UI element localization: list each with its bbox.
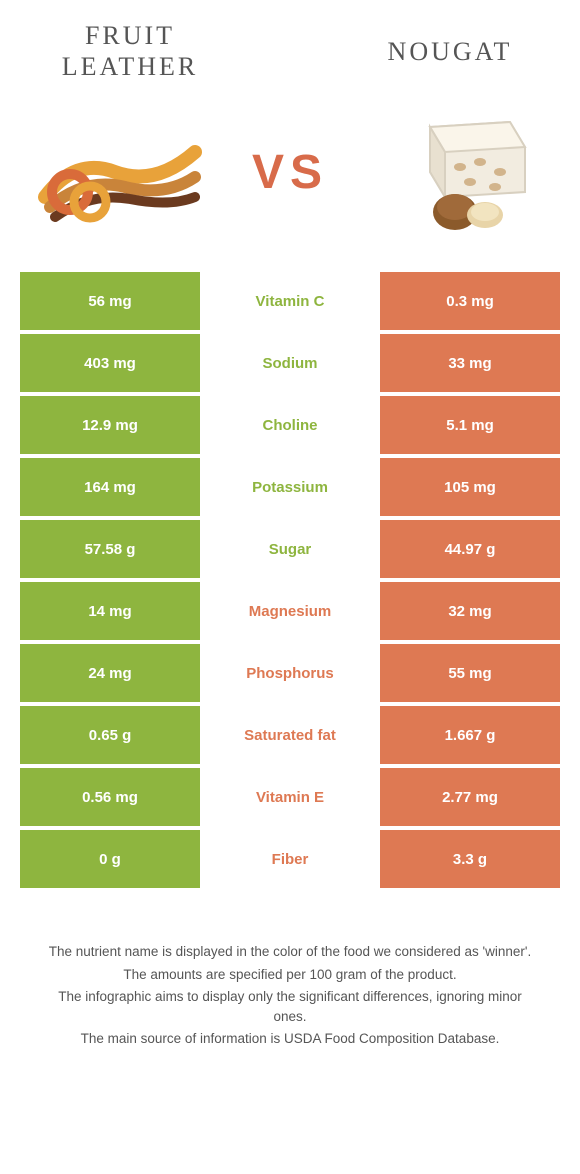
table-row: 12.9 mgCholine5.1 mg [20, 396, 560, 454]
nutrient-name: Saturated fat [200, 706, 380, 764]
table-row: 0.65 gSaturated fat1.667 g [20, 706, 560, 764]
table-row: 0.56 mgVitamin E2.77 mg [20, 768, 560, 826]
left-value: 56 mg [20, 272, 200, 330]
right-value: 2.77 mg [380, 768, 560, 826]
nutrient-name: Choline [200, 396, 380, 454]
right-value: 0.3 mg [380, 272, 560, 330]
footer-line: The nutrient name is displayed in the co… [40, 942, 540, 962]
nougat-image [370, 102, 550, 242]
right-value: 33 mg [380, 334, 560, 392]
left-value: 57.58 g [20, 520, 200, 578]
right-value: 3.3 g [380, 830, 560, 888]
nutrient-name: Potassium [200, 458, 380, 516]
nutrient-name: Sodium [200, 334, 380, 392]
table-row: 24 mgPhosphorus55 mg [20, 644, 560, 702]
table-row: 0 gFiber3.3 g [20, 830, 560, 888]
table-row: 56 mgVitamin C0.3 mg [20, 272, 560, 330]
nutrient-name: Vitamin C [200, 272, 380, 330]
nutrient-name: Sugar [200, 520, 380, 578]
right-value: 55 mg [380, 644, 560, 702]
nutrient-name: Fiber [200, 830, 380, 888]
footer-line: The main source of information is USDA F… [40, 1029, 540, 1049]
left-value: 164 mg [20, 458, 200, 516]
right-value: 44.97 g [380, 520, 560, 578]
vs-label: VS [252, 145, 328, 200]
table-row: 57.58 gSugar44.97 g [20, 520, 560, 578]
hero: VS [0, 92, 580, 272]
left-value: 0 g [20, 830, 200, 888]
right-value: 5.1 mg [380, 396, 560, 454]
fruit-leather-image [30, 102, 210, 242]
right-food-title: Nougat [350, 36, 550, 67]
table-row: 403 mgSodium33 mg [20, 334, 560, 392]
nutrient-name: Vitamin E [200, 768, 380, 826]
left-value: 24 mg [20, 644, 200, 702]
right-value: 105 mg [380, 458, 560, 516]
footer-line: The amounts are specified per 100 gram o… [40, 965, 540, 985]
table-row: 164 mgPotassium105 mg [20, 458, 560, 516]
left-value: 0.65 g [20, 706, 200, 764]
left-value: 12.9 mg [20, 396, 200, 454]
comparison-table: 56 mgVitamin C0.3 mg403 mgSodium33 mg12.… [0, 272, 580, 888]
left-value: 403 mg [20, 334, 200, 392]
left-food-title: Fruit Leather [30, 20, 230, 82]
nutrient-name: Phosphorus [200, 644, 380, 702]
right-value: 1.667 g [380, 706, 560, 764]
header: Fruit Leather Nougat [0, 0, 580, 92]
nutrient-name: Magnesium [200, 582, 380, 640]
footer-notes: The nutrient name is displayed in the co… [0, 892, 580, 1049]
right-value: 32 mg [380, 582, 560, 640]
left-value: 14 mg [20, 582, 200, 640]
left-value: 0.56 mg [20, 768, 200, 826]
table-row: 14 mgMagnesium32 mg [20, 582, 560, 640]
footer-line: The infographic aims to display only the… [40, 987, 540, 1028]
